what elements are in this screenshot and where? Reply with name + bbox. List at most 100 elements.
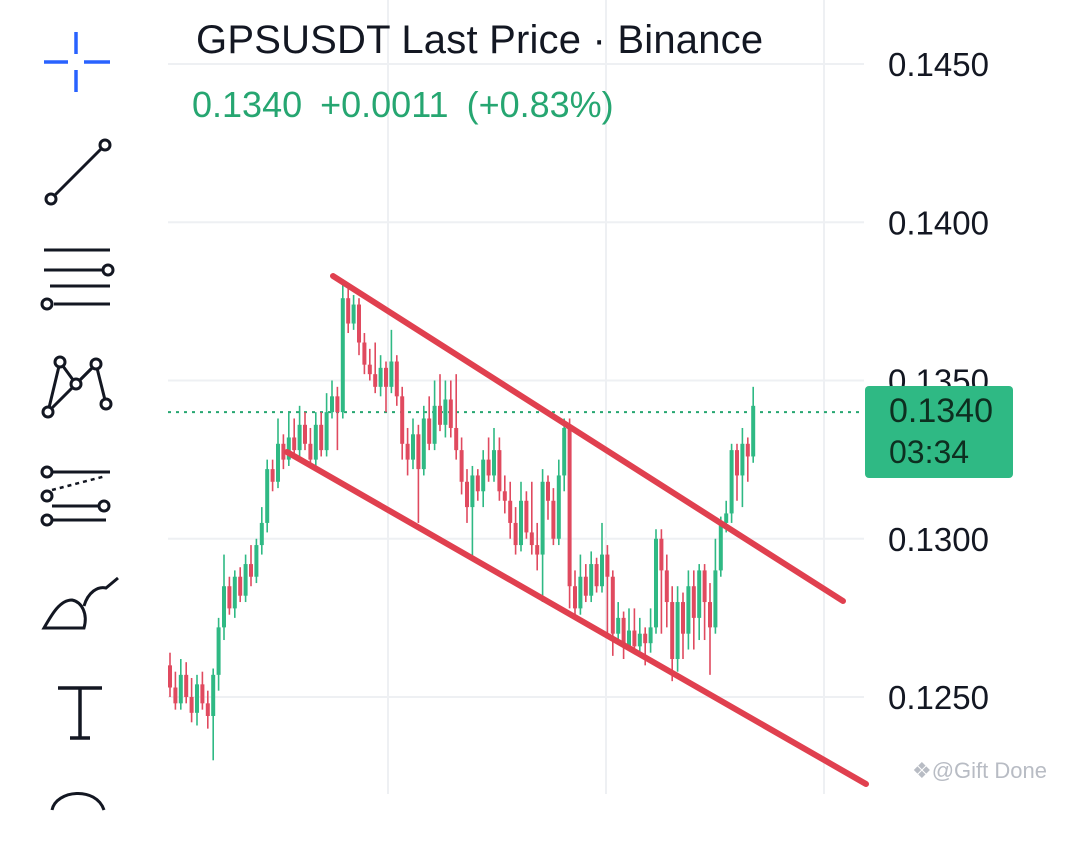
candle-body-91 [659, 538, 664, 571]
candle-80 [600, 522, 604, 593]
candle-body-100 [708, 602, 712, 628]
candle-body-55 [465, 481, 469, 508]
candle-104 [729, 443, 734, 523]
last-price-label: 0.1340 03:34 [865, 386, 1013, 478]
candle-body-88 [643, 633, 648, 644]
candle-body-105 [735, 450, 739, 476]
crosshair-icon[interactable] [30, 20, 130, 110]
candle-90 [654, 529, 658, 634]
candle-body-46 [416, 434, 421, 470]
candle-2 [178, 659, 183, 710]
candle-63 [508, 481, 513, 539]
candle-52 [448, 380, 453, 438]
candle-106 [740, 427, 745, 508]
candle-71 [551, 488, 556, 546]
candle-body-28 [319, 424, 324, 451]
candle-42 [394, 355, 399, 406]
candle-body-76 [578, 576, 583, 609]
candle-44 [405, 427, 410, 476]
candle-body-12 [232, 576, 237, 609]
candle-body-102 [718, 522, 723, 571]
candle-43 [400, 386, 405, 460]
forecast-icon[interactable] [30, 456, 130, 546]
candle-89 [648, 608, 653, 653]
candle-body-25 [303, 424, 307, 444]
candle-body-30 [330, 396, 334, 413]
candle-body-107 [745, 443, 750, 457]
candle-body-10 [222, 586, 226, 628]
price-change-value: +0.0011 [320, 84, 449, 125]
candle-85 [627, 608, 631, 650]
fib-retracement-icon[interactable] [30, 236, 130, 326]
candle-body-33 [346, 298, 351, 324]
candle-94 [675, 586, 680, 672]
candle-body-75 [573, 586, 577, 609]
candle-body-35 [357, 304, 361, 343]
candle-28 [319, 412, 324, 457]
candle-75 [573, 570, 577, 618]
candle-53 [454, 374, 459, 460]
candle-61 [497, 437, 502, 501]
candle-69 [540, 469, 545, 603]
candle-body-7 [205, 703, 210, 716]
candle-body-16 [254, 545, 259, 577]
candle-body-67 [529, 532, 534, 546]
candle-body-95 [681, 602, 685, 634]
candle-81 [605, 545, 610, 634]
brush-icon[interactable] [30, 566, 130, 656]
candle-body-104 [729, 450, 734, 514]
candle-body-29 [324, 412, 329, 451]
candle-83 [616, 602, 621, 641]
candle-body-85 [627, 630, 631, 647]
candle-25 [303, 412, 307, 451]
candle-23 [292, 418, 297, 457]
candle-body-52 [448, 399, 453, 428]
candle-body-96 [686, 586, 691, 634]
candle-body-90 [654, 538, 658, 628]
candle-body-40 [384, 367, 388, 387]
candle-body-58 [481, 459, 486, 492]
candle-96 [686, 570, 691, 650]
candle-body-94 [675, 602, 680, 660]
candle-body-73 [562, 427, 567, 476]
candle-72 [556, 459, 561, 546]
candle-body-24 [297, 424, 302, 451]
candle-20 [276, 418, 280, 489]
candle-body-48 [427, 418, 432, 444]
candle-body-78 [589, 564, 594, 596]
candle-57 [475, 469, 480, 501]
candle-77 [583, 564, 588, 603]
candle-body-56 [470, 475, 475, 508]
candle-body-106 [740, 443, 745, 476]
candle-45 [411, 418, 415, 470]
candle-6 [200, 671, 205, 710]
candle-body-0 [168, 665, 172, 688]
candle-body-11 [227, 586, 232, 609]
candle-26 [308, 427, 313, 466]
candle-body-68 [535, 545, 540, 555]
candle-29 [324, 393, 329, 457]
candle-55 [465, 469, 469, 523]
y-tick-label-0: 0.1450 [888, 46, 989, 83]
candle-13 [238, 567, 243, 603]
candle-95 [681, 592, 685, 660]
last-price-value: 0.1340 [192, 84, 303, 125]
candle-body-82 [610, 576, 615, 634]
candle-34 [351, 295, 356, 330]
candle-body-3 [184, 674, 189, 697]
candle-54 [459, 437, 464, 495]
candle-22 [286, 412, 291, 466]
candle-body-45 [411, 434, 415, 460]
trend-line-icon[interactable] [30, 130, 130, 220]
candle-body-51 [443, 399, 448, 425]
candle-98 [697, 564, 702, 641]
text-icon[interactable] [30, 676, 130, 766]
candle-91 [659, 529, 664, 634]
candle-body-62 [502, 491, 507, 501]
candle-7 [205, 690, 210, 729]
candle-49 [432, 380, 437, 451]
candle-body-80 [600, 554, 604, 587]
candle-body-31 [335, 396, 340, 413]
pattern-icon[interactable] [30, 346, 130, 436]
